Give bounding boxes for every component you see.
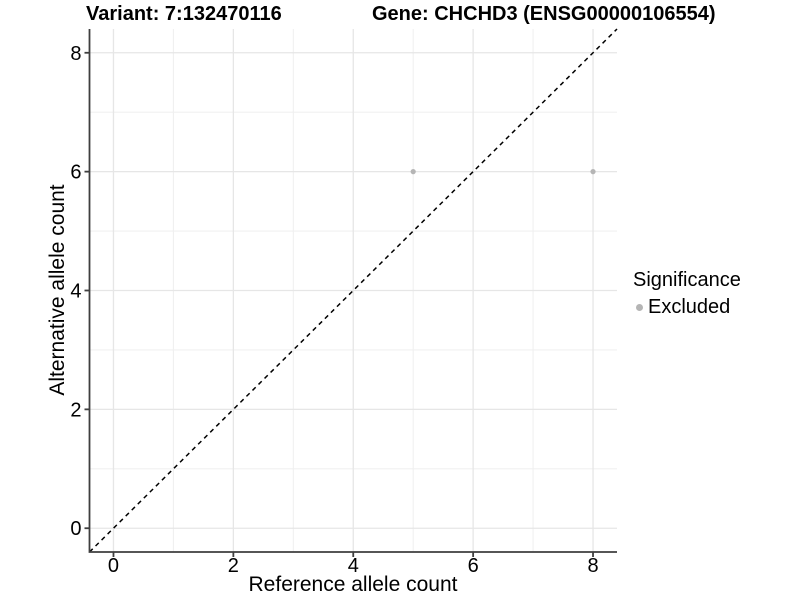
axis-lines bbox=[88, 29, 617, 553]
y-tick-label: 4 bbox=[70, 281, 81, 303]
x-tick-label: 4 bbox=[348, 555, 359, 577]
plot-title-variant: Variant: 7:132470116 bbox=[86, 3, 282, 25]
data-point bbox=[590, 169, 596, 175]
y-tick-label: 0 bbox=[70, 518, 81, 540]
x-tick-label: 6 bbox=[468, 555, 479, 577]
y-tick-label: 2 bbox=[70, 399, 81, 421]
y-tick-label: 6 bbox=[70, 162, 81, 184]
legend: Significance Excluded bbox=[633, 269, 741, 319]
x-tick-label: 8 bbox=[587, 555, 598, 577]
x-axis-title: Reference allele count bbox=[248, 573, 458, 596]
y-axis-title: Alternative allele count bbox=[46, 184, 69, 396]
legend-item-excluded: Excluded bbox=[633, 296, 741, 319]
x-tick-label: 0 bbox=[108, 555, 119, 577]
legend-item-label: Excluded bbox=[648, 296, 731, 318]
legend-point-icon bbox=[636, 304, 643, 311]
legend-title: Significance bbox=[633, 269, 741, 291]
x-tick-label: 2 bbox=[228, 555, 239, 577]
plot-title-gene: Gene: CHCHD3 (ENSG00000106554) bbox=[372, 3, 716, 25]
y-tick-label: 8 bbox=[70, 43, 81, 65]
data-point bbox=[410, 169, 416, 175]
